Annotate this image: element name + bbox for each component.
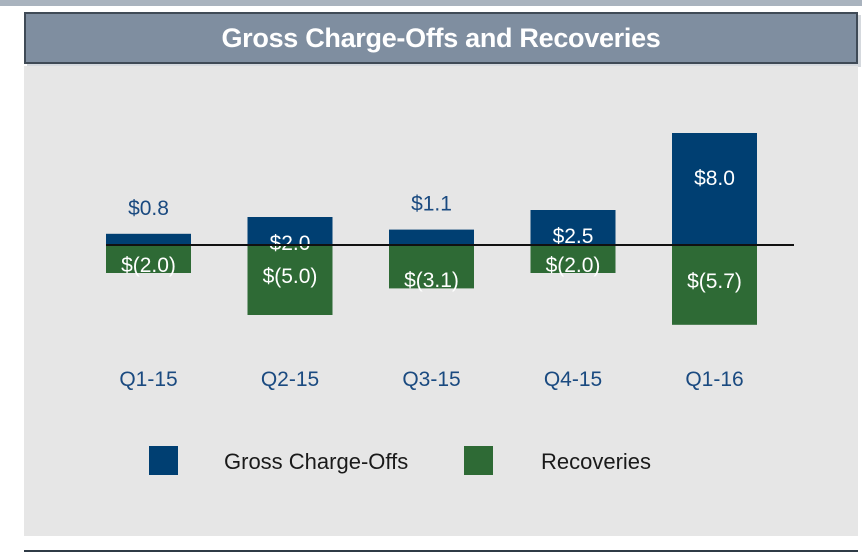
data-label-recoveries-q1-16: $(5.7) [687, 270, 742, 293]
data-label-recoveries-q2-15: $(5.0) [263, 265, 318, 288]
data-label-gross-q4-15: $2.5 [553, 225, 594, 248]
bar-recoveries-q1-15 [106, 245, 191, 273]
legend-label-recoveries: Recoveries [541, 449, 651, 474]
chart-title: Gross Charge-Offs and Recoveries [221, 22, 661, 53]
legend-swatch-gross [149, 446, 178, 475]
data-label-recoveries-q1-15: $(2.0) [121, 254, 176, 277]
data-label-recoveries-q3-15: $(3.1) [404, 269, 459, 292]
legend-label-gross: Gross Charge-Offs [224, 449, 408, 474]
data-label-gross-q1-15: $0.8 [128, 197, 169, 220]
x-tick-label-q1-16: Q1-16 [685, 368, 743, 391]
bar-gross-q1-15 [106, 233, 191, 245]
legend-swatch-recoveries [464, 446, 493, 475]
bar-recoveries-q1-16 [672, 245, 757, 325]
bar-recoveries-q2-15 [247, 245, 333, 315]
data-label-gross-q3-15: $1.1 [411, 193, 452, 216]
bar-gross-q1-16 [672, 133, 757, 245]
data-label-gross-q1-16: $8.0 [694, 167, 735, 190]
data-label-gross-q2-15: $2.0 [270, 232, 311, 255]
bar-gross-q3-15 [389, 229, 474, 245]
x-tick-label-q2-15: Q2-15 [261, 368, 319, 391]
bar-gross-q2-15 [247, 217, 333, 245]
bar-gross-q4-15 [530, 210, 616, 245]
x-tick-label-q3-15: Q3-15 [402, 368, 460, 391]
bar-recoveries-q4-15 [530, 245, 616, 273]
x-tick-label-q1-15: Q1-15 [119, 368, 177, 391]
x-tick-label-q4-15: Q4-15 [544, 368, 602, 391]
data-label-recoveries-q4-15: $(2.0) [546, 254, 601, 277]
title-bar: Gross Charge-Offs and Recoveries [24, 12, 858, 64]
bottom-divider [24, 550, 858, 552]
bar-recoveries-q3-15 [389, 245, 474, 289]
top-stripe [0, 0, 862, 6]
